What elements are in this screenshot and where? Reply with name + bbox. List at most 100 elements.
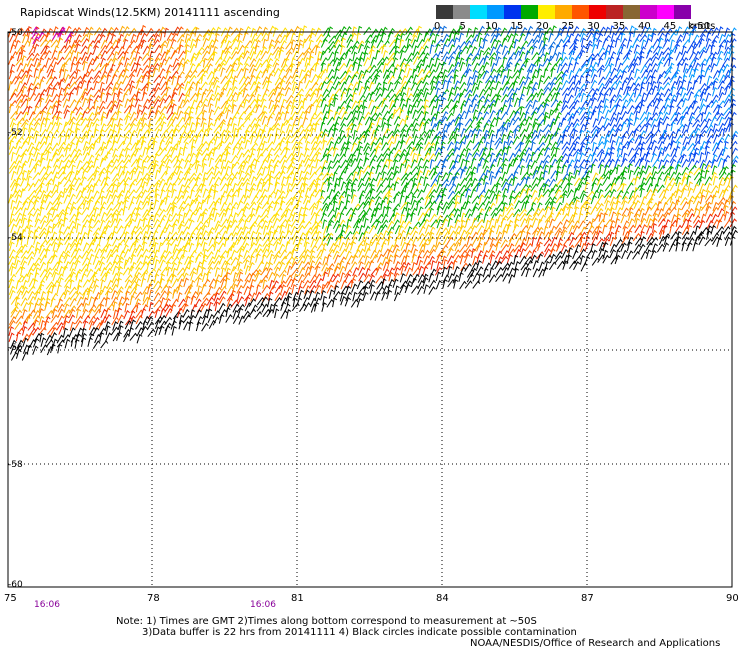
wind-barb: [430, 116, 437, 127]
wind-barb: [424, 196, 431, 206]
wind-barb: [112, 134, 118, 145]
wind-barb: [608, 231, 615, 242]
wind-barb: [399, 98, 406, 108]
wind-barb: [568, 135, 574, 146]
wind-barb: [344, 146, 350, 157]
wind-barb: [87, 189, 94, 199]
wind-barb: [171, 267, 178, 278]
wind-barb: [320, 57, 329, 66]
wind-barb: [242, 205, 249, 216]
wind-barb: [657, 92, 665, 102]
wind-barb: [170, 70, 179, 79]
wind-barb: [579, 32, 587, 43]
wind-barb: [76, 206, 82, 217]
wind-barb: [537, 207, 546, 217]
wind-barb: [712, 123, 718, 133]
wind-barb: [502, 250, 510, 259]
wind-barb: [44, 267, 53, 277]
wind-barb: [208, 76, 216, 86]
wind-barb: [645, 116, 653, 126]
wind-barb: [658, 131, 667, 140]
wind-barb: [260, 129, 266, 139]
wind-barb: [446, 255, 454, 265]
wind-barb: [304, 266, 311, 276]
wind-barb: [16, 225, 23, 235]
wind-barb: [615, 26, 623, 36]
wind-barb: [327, 97, 335, 107]
wind-barb: [56, 201, 63, 211]
wind-barb: [184, 178, 191, 188]
wind-barb: [334, 81, 342, 91]
wind-barb: [243, 45, 249, 56]
wind-barb: [202, 122, 208, 132]
wind-barb: [56, 116, 62, 127]
wind-barb: [328, 196, 337, 205]
wind-barb: [94, 62, 102, 72]
wind-barb: [538, 187, 544, 198]
wind-barb: [368, 225, 376, 234]
wind-barb: [407, 104, 413, 114]
wind-barb: [250, 248, 259, 257]
wind-barb: [328, 103, 334, 113]
wind-barb: [681, 226, 690, 236]
wind-barb: [393, 266, 400, 277]
wind-barb: [327, 26, 333, 36]
wind-barb: [213, 92, 221, 102]
wind-barb: [513, 182, 521, 192]
wind-barb: [554, 127, 561, 137]
wind-barb: [352, 51, 358, 62]
wind-barb: [88, 213, 96, 224]
legend-tick-label: 10: [485, 21, 498, 32]
wind-barb: [591, 249, 598, 260]
wind-barb: [663, 88, 671, 98]
wind-barb: [152, 140, 158, 150]
wind-barb: [190, 271, 197, 281]
wind-barb: [579, 231, 587, 241]
wind-barb: [446, 121, 452, 132]
wind-barb: [508, 152, 516, 162]
wind-barb: [158, 160, 166, 170]
wind-barb: [544, 243, 552, 253]
wind-barb: [64, 44, 72, 54]
wind-barb: [412, 74, 419, 84]
wind-barb: [424, 28, 433, 38]
wind-barb: [423, 207, 432, 217]
wind-barb: [478, 194, 485, 205]
wind-barb: [465, 52, 473, 62]
wind-barb: [434, 171, 442, 181]
wind-barb: [526, 158, 533, 169]
wind-barb: [700, 162, 707, 173]
wind-barb: [550, 63, 558, 72]
wind-barb: [75, 56, 83, 66]
wind-barb: [171, 116, 179, 126]
wind-barb: [335, 105, 342, 116]
wind-barb: [603, 139, 610, 149]
wind-barb: [170, 32, 179, 42]
wind-barb: [428, 255, 435, 266]
wind-barb: [116, 217, 123, 228]
wind-barb: [230, 256, 239, 266]
wind-barb: [81, 97, 88, 108]
wind-barb: [344, 269, 353, 278]
wind-barb: [700, 98, 706, 108]
wind-barb: [585, 153, 593, 163]
wind-barb: [555, 194, 564, 204]
wind-barb: [428, 128, 436, 139]
wind-barb: [555, 221, 563, 230]
wind-barb: [536, 122, 542, 133]
wind-barb: [46, 261, 52, 271]
wind-barb: [278, 130, 286, 140]
wind-barb: [453, 68, 459, 79]
wind-barb: [20, 148, 29, 158]
wind-barb: [652, 105, 659, 116]
wind-barb: [464, 118, 473, 127]
wind-barb: [501, 74, 508, 85]
wind-barb: [729, 98, 736, 109]
wind-barb: [458, 152, 465, 163]
wind-barb: [399, 44, 407, 54]
wind-barb: [410, 243, 417, 254]
wind-barb: [712, 146, 720, 156]
wind-barb: [418, 265, 424, 276]
wind-barb: [501, 146, 508, 156]
wind-barb: [206, 251, 214, 260]
